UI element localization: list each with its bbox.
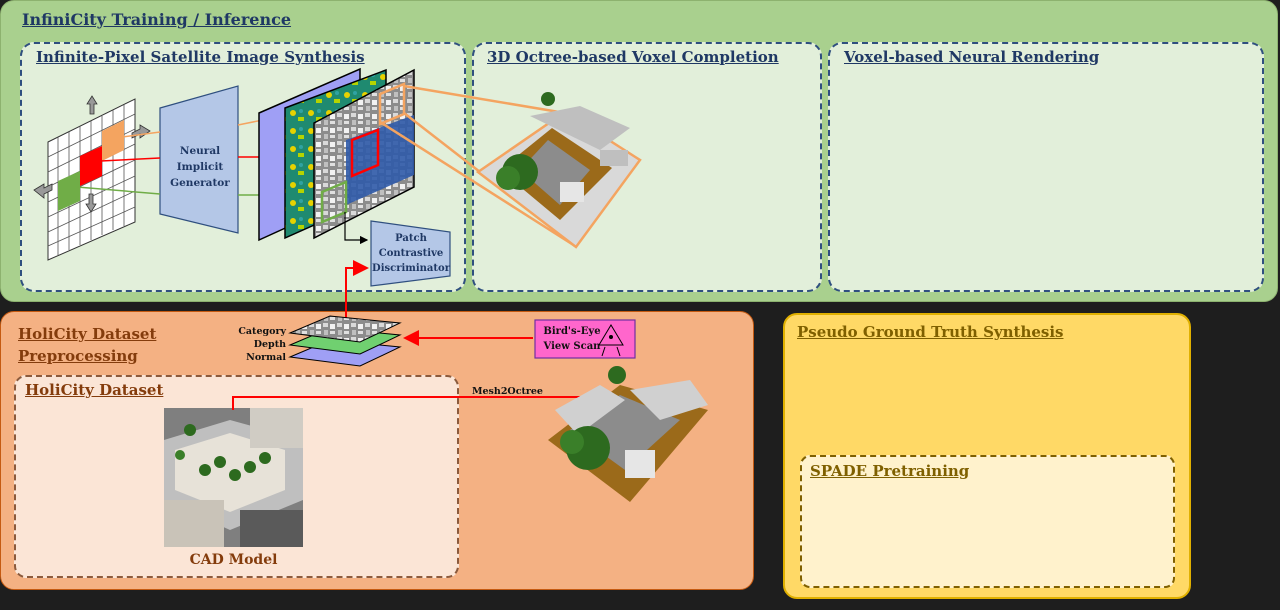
satellite-synthesis-title: Infinite-Pixel Satellite Image Synthesis xyxy=(36,48,365,66)
layer-label-depth: Depth xyxy=(253,339,286,350)
discriminator-label: Patch Contrastive Discriminator xyxy=(372,233,450,274)
discriminator-block xyxy=(370,220,451,287)
mesh2octree-label: Mesh2Octree xyxy=(472,386,543,397)
voxel-scene-holicity xyxy=(548,366,708,502)
holicity-dataset-title: HoliCity Dataset xyxy=(25,381,164,399)
neural-rendering-box xyxy=(828,42,1264,292)
layer-label-category: Category xyxy=(238,326,286,337)
spade-pretraining-box xyxy=(800,455,1175,588)
generator-block xyxy=(159,85,239,234)
preprocessing-title: HoliCity Dataset Preprocessing xyxy=(18,325,157,365)
training-title: InfiniCity Training / Inference xyxy=(22,10,292,29)
spade-pretraining-title: SPADE Pretraining xyxy=(810,462,970,480)
layer-label-normal: Normal xyxy=(246,352,286,363)
generator-label: Neural Implicit Generator xyxy=(170,145,230,189)
voxel-scene-completion xyxy=(475,92,642,249)
satellite-layers xyxy=(258,67,415,242)
bev-layers xyxy=(288,315,402,367)
bev-scan-label: Bird's-Eye View Scan xyxy=(543,326,601,352)
neural-rendering-title: Voxel-based Neural Rendering xyxy=(844,48,1100,66)
cad-model-caption: CAD Model xyxy=(189,552,278,568)
pseudo-gt-title: Pseudo Ground Truth Synthesis xyxy=(797,323,1064,341)
cad-model-image xyxy=(164,408,303,547)
layer-labels: Category Depth Normal xyxy=(232,325,286,364)
voxel-completion-title: 3D Octree-based Voxel Completion xyxy=(487,48,779,66)
tile-grid xyxy=(33,95,151,261)
